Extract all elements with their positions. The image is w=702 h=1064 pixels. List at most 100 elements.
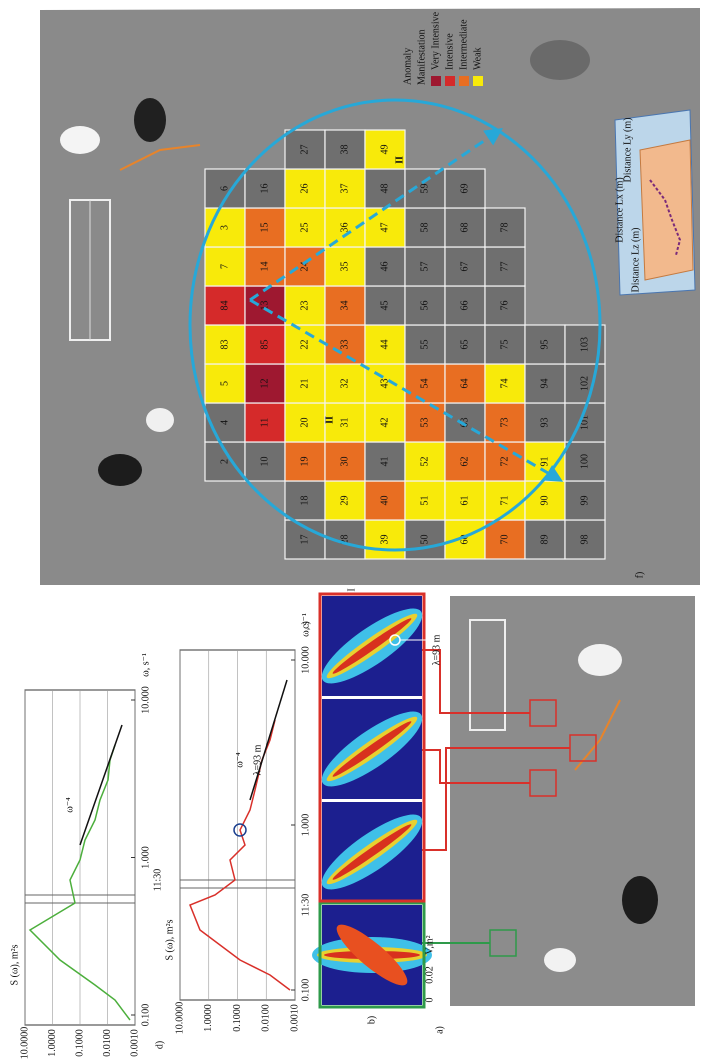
cell-label: 52 xyxy=(419,457,430,467)
inset-axis-label: Distance Lz (m) xyxy=(630,228,641,293)
legend-swatch xyxy=(459,76,469,86)
y-tick-label: 10.0000 xyxy=(174,1002,185,1035)
y-tick-label: 0.1000 xyxy=(74,1029,85,1057)
cell-label: 58 xyxy=(419,223,430,233)
y-tick-label: 0.1000 xyxy=(232,1004,243,1032)
legend-label: Weak xyxy=(472,47,483,70)
y-tick-label: 0.0100 xyxy=(261,1004,272,1032)
cell-label: 23 xyxy=(299,301,310,311)
scale-label: 0 xyxy=(424,998,435,1003)
cell-label: 68 xyxy=(459,223,470,233)
cell-label: 83 xyxy=(219,340,230,350)
cell-label: 38 xyxy=(339,145,350,155)
cell-label: 34 xyxy=(339,301,350,311)
cell-label: 3 xyxy=(219,225,230,230)
cell-label: 89 xyxy=(539,535,550,545)
cell-label: 90 xyxy=(539,496,550,506)
cell-label: 25 xyxy=(299,223,310,233)
x-tick-label: 10.000 xyxy=(140,686,151,714)
cell-label: 95 xyxy=(539,340,550,350)
wavelength-label: λ=93 m xyxy=(252,744,263,775)
cell-label: 35 xyxy=(339,262,350,272)
satellite-a xyxy=(422,596,695,1006)
cell-label: 64 xyxy=(459,379,470,389)
cell-label: 36 xyxy=(339,223,350,233)
cell-label: 30 xyxy=(339,457,350,467)
cell-label: 44 xyxy=(379,340,390,350)
x-tick-label: 10.000 xyxy=(300,646,311,674)
cell-label: 77 xyxy=(499,262,510,272)
cell-label: 2 xyxy=(219,459,230,464)
cell-label: 56 xyxy=(419,301,430,311)
cell-label: 6 xyxy=(219,186,230,191)
cell-label: 26 xyxy=(299,184,310,194)
y-tick-label: 10.0000 xyxy=(19,1027,30,1060)
cell-label: 67 xyxy=(459,262,470,272)
cell-label: 70 xyxy=(499,535,510,545)
legend-label: Very Intensive xyxy=(430,11,441,70)
time-label: 11:30 xyxy=(152,869,163,891)
cell-label: 10 xyxy=(259,457,270,467)
x-axis-label: ω, s⁻¹ xyxy=(140,653,151,677)
cell-label: 84 xyxy=(219,301,230,311)
cell-label: 46 xyxy=(379,262,390,272)
legend-swatch xyxy=(473,76,483,86)
legend-title: Manifestation xyxy=(416,29,427,85)
cell-label: 54 xyxy=(419,379,430,389)
marker: I xyxy=(346,588,357,591)
cell-label: 42 xyxy=(379,418,390,428)
cell-label: 29 xyxy=(339,496,350,506)
cell-label: 91 xyxy=(539,457,550,467)
legend-swatch xyxy=(445,76,455,86)
cell-label: 102 xyxy=(579,376,590,391)
cell-label: 94 xyxy=(539,379,550,389)
inset-axis-label: Distance Ly (m) xyxy=(622,118,633,183)
cell-label: 41 xyxy=(379,457,390,467)
inset-axis-label: Distance Lx (m) xyxy=(614,177,625,243)
cell-label: 75 xyxy=(499,340,510,350)
y-tick-label: 0.0010 xyxy=(289,1004,300,1032)
cell-label: 33 xyxy=(339,340,350,350)
cell-label: 47 xyxy=(379,223,390,233)
slope-label: ω⁻⁴ xyxy=(234,752,245,768)
cell-label: 62 xyxy=(459,457,470,467)
panel-label: c) xyxy=(300,621,311,629)
cell-label: 15 xyxy=(259,223,270,233)
cell-label: 85 xyxy=(259,340,270,350)
cell-label: 31 xyxy=(339,418,350,428)
zone-label: II xyxy=(394,156,405,164)
legend-swatch xyxy=(431,76,441,86)
figure: 2458384736101112851314151617181920212223… xyxy=(0,0,702,1064)
y-tick-label: 1.0000 xyxy=(47,1029,58,1057)
cell-label: 37 xyxy=(339,184,350,194)
cell-label: 103 xyxy=(579,337,590,352)
cell-label: 40 xyxy=(379,496,390,506)
cell-label: 11 xyxy=(259,418,270,428)
cell-label: 73 xyxy=(499,418,510,428)
panel-label: d) xyxy=(154,1041,165,1049)
x-tick-label: 0.100 xyxy=(140,1004,151,1027)
cell-label: 19 xyxy=(299,457,310,467)
cell-label: 5 xyxy=(219,381,230,386)
cell-label: 99 xyxy=(579,496,590,506)
cell-label: 27 xyxy=(299,145,310,155)
cell-label: 20 xyxy=(299,418,310,428)
cell-label: 98 xyxy=(579,535,590,545)
panel-label: b) xyxy=(366,1016,377,1024)
cell-label: 22 xyxy=(299,340,310,350)
legend-label: Intensive xyxy=(444,33,455,70)
x-tick-label: 1.000 xyxy=(140,846,151,869)
y-tick-label: 1.0000 xyxy=(203,1004,214,1032)
cell-label: 32 xyxy=(339,379,350,389)
y-tick-label: 0.0100 xyxy=(102,1029,113,1057)
x-tick-label: 1.000 xyxy=(300,814,311,837)
cell-label: 16 xyxy=(259,184,270,194)
cell-label: 57 xyxy=(419,262,430,272)
cell-label: 78 xyxy=(499,223,510,233)
slope-label: ω⁻⁴ xyxy=(64,797,75,813)
cell-label: 51 xyxy=(419,496,430,506)
time-label: 11:30 xyxy=(300,894,311,916)
legend-label: Intermediate xyxy=(458,19,469,70)
cell-label: 45 xyxy=(379,301,390,311)
cell-label: 100 xyxy=(579,454,590,469)
